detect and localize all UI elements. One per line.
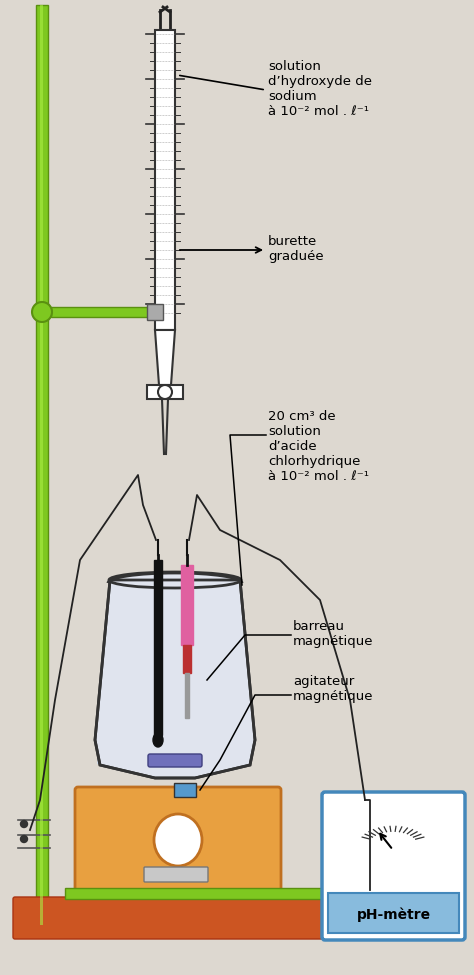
Bar [65,888,355,899]
Polygon shape [95,580,255,778]
FancyBboxPatch shape [148,754,202,767]
Bar [155,30,175,330]
Polygon shape [97,605,247,775]
Bar [51,307,156,317]
Bar [147,304,163,320]
Ellipse shape [109,572,241,588]
Bar [154,560,162,735]
Bar [147,385,183,399]
FancyBboxPatch shape [322,792,465,940]
Text: pH-mètre: pH-mètre [356,908,430,922]
Text: solution
d’hydroxyde de
sodium
à 10⁻² mol . ℓ⁻¹: solution d’hydroxyde de sodium à 10⁻² mo… [268,60,372,118]
Polygon shape [155,330,175,385]
Bar [40,5,43,925]
Circle shape [32,302,52,322]
Bar [185,673,189,718]
Ellipse shape [154,814,202,866]
Circle shape [20,836,27,842]
Text: burette
graduée: burette graduée [268,235,324,263]
Bar [181,565,193,645]
Ellipse shape [153,733,163,747]
Bar [174,783,196,797]
Bar [183,645,191,673]
Circle shape [20,821,27,828]
Text: agitateur
magnétique: agitateur magnétique [293,675,374,703]
Bar [36,5,48,925]
FancyBboxPatch shape [75,787,281,893]
FancyBboxPatch shape [144,867,208,882]
Text: 20 cm³ de
solution
d’acide
chlorhydrique
à 10⁻² mol . ℓ⁻¹: 20 cm³ de solution d’acide chlorhydrique… [268,410,369,483]
Text: barreau
magnétique: barreau magnétique [293,620,374,648]
Bar [328,893,459,933]
FancyBboxPatch shape [13,897,447,939]
Circle shape [158,385,172,399]
